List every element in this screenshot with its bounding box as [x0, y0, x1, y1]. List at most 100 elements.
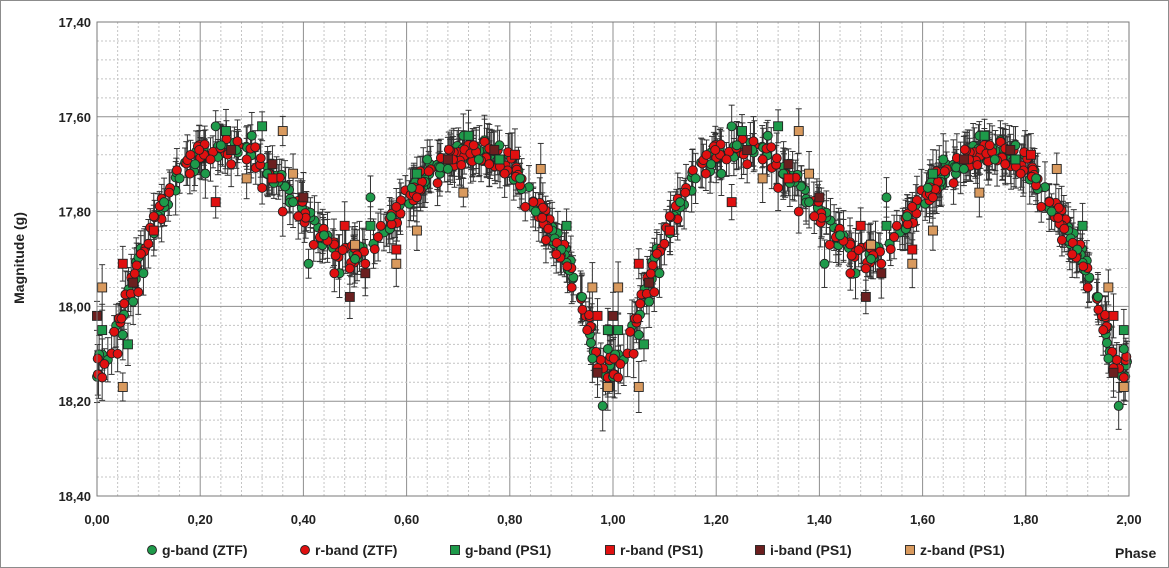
- r-band-ztf-point: [540, 235, 551, 245]
- r-band-ztf-point: [876, 258, 887, 269]
- r-band-ztf-point: [628, 348, 639, 359]
- x-tick-labels: 0,00 0,20 0,40 0,60 0,80 1,00 1,20 1,40 1,60 1,80…: [84, 512, 1141, 527]
- r-band-ztf-point: [773, 182, 784, 193]
- g-band-ps1-point: [602, 325, 613, 336]
- i-band-ps1-point: [226, 145, 237, 155]
- r-band-ztf-point: [109, 326, 120, 337]
- r-band-ztf-point: [1044, 197, 1055, 208]
- r-band-ztf-point: [360, 258, 371, 269]
- legend-label: r-band (ZTF): [315, 542, 397, 558]
- r-band-ztf-point: [632, 313, 643, 324]
- legend-marker: [300, 545, 310, 555]
- r-band-ztf-point: [468, 140, 479, 151]
- x-tick-label: 0,80: [497, 512, 522, 527]
- g-band-ztf-point: [530, 206, 541, 217]
- r-band-ztf-point: [164, 187, 175, 198]
- r-band-ztf-point: [1067, 237, 1078, 248]
- r-band-ztf-point: [1015, 168, 1026, 179]
- r-band-ztf-point: [742, 159, 753, 170]
- r-band-ztf-point: [584, 310, 595, 320]
- r-band-ztf-point: [135, 248, 146, 259]
- r-band-ps1-point: [267, 173, 278, 184]
- r-band-ztf-point: [577, 304, 588, 315]
- z-band-ps1-point: [411, 225, 422, 236]
- legend-marker: [147, 545, 157, 555]
- x-tick-label: 0,60: [394, 512, 419, 527]
- r-band-ztf-point: [277, 206, 288, 217]
- r-band-ztf-point: [171, 165, 182, 176]
- r-band-ps1-point: [783, 173, 794, 184]
- i-band-ps1-point: [267, 159, 278, 170]
- y-tick-label: 18,00: [58, 299, 91, 314]
- r-band-ztf-point: [112, 348, 123, 359]
- g-band-ztf-point: [117, 329, 128, 340]
- r-band-ztf-point: [344, 263, 355, 274]
- g-band-ztf-point: [796, 181, 807, 192]
- z-band-ps1-point: [907, 258, 918, 269]
- g-band-ztf-point: [1118, 344, 1129, 355]
- z-band-ps1-point: [1103, 282, 1114, 293]
- z-band-ps1-point: [866, 239, 876, 250]
- r-band-ztf-point: [92, 353, 103, 364]
- legend-marker: [755, 545, 765, 555]
- g-band-ztf-point: [515, 173, 526, 184]
- r-band-ztf-point: [1100, 310, 1111, 320]
- g-band-ztf-point: [602, 344, 613, 355]
- r-band-ztf-point: [373, 232, 384, 242]
- r-band-ztf-point: [907, 201, 918, 212]
- g-band-ps1-point: [639, 339, 649, 350]
- r-band-ps1-point: [1108, 310, 1119, 321]
- g-band-ztf-point: [819, 258, 830, 269]
- g-band-ztf-point: [422, 154, 433, 165]
- r-band-ztf-point: [184, 168, 195, 179]
- r-band-ztf-point: [148, 211, 159, 222]
- x-tick-label: 1,40: [807, 512, 832, 527]
- g-band-ztf-point: [1113, 400, 1124, 411]
- r-band-ztf-point: [701, 149, 712, 160]
- g-band-ztf-point: [174, 173, 185, 184]
- g-band-ps1-point: [97, 325, 108, 336]
- r-band-ztf-point: [757, 154, 768, 165]
- r-band-ztf-point: [645, 268, 656, 279]
- r-band-ps1-point: [855, 220, 866, 231]
- g-band-ztf-point: [762, 130, 773, 141]
- r-band-ztf-point: [1111, 354, 1122, 365]
- legend-label: z-band (PS1): [920, 542, 1005, 558]
- i-band-ps1-point: [876, 268, 887, 279]
- r-band-ps1-point: [633, 258, 644, 269]
- r-band-ztf-point: [479, 136, 490, 147]
- g-band-ps1-point: [1077, 220, 1088, 231]
- r-band-ztf-point: [891, 220, 902, 231]
- r-band-ztf-point: [649, 287, 660, 298]
- r-band-ztf-point: [948, 178, 959, 189]
- r-band-ztf-point: [766, 142, 777, 153]
- r-band-ps1-point: [592, 310, 603, 321]
- r-band-ztf-point: [250, 142, 261, 153]
- g-band-ps1-point: [773, 121, 784, 132]
- r-band-ztf-point: [608, 353, 619, 364]
- r-band-ztf-point: [551, 249, 562, 260]
- r-band-ztf-point: [793, 206, 804, 217]
- z-band-ps1-point: [117, 382, 128, 392]
- g-band-ztf-point: [597, 400, 608, 411]
- r-band-ztf-point: [680, 187, 691, 198]
- legend-label: g-band (PS1): [465, 542, 551, 558]
- r-band-ztf-point: [456, 160, 467, 171]
- g-band-ps1-point: [927, 168, 938, 179]
- z-band-ps1-point: [277, 126, 288, 136]
- r-band-ztf-point: [232, 136, 243, 147]
- r-band-ztf-point: [846, 250, 857, 261]
- z-band-ps1-point: [927, 225, 938, 236]
- y-axis-label: Magnitude (g): [11, 212, 27, 304]
- g-band-ztf-point: [716, 168, 727, 179]
- r-band-ztf-point: [119, 298, 130, 309]
- r-band-ztf-point: [700, 168, 711, 179]
- r-band-ztf-point: [226, 159, 237, 170]
- r-band-ztf-point: [613, 372, 624, 383]
- g-band-ps1-point: [561, 220, 572, 231]
- r-band-ztf-point: [651, 248, 662, 259]
- g-band-ztf-point: [190, 159, 200, 170]
- z-band-ps1-point: [288, 168, 299, 179]
